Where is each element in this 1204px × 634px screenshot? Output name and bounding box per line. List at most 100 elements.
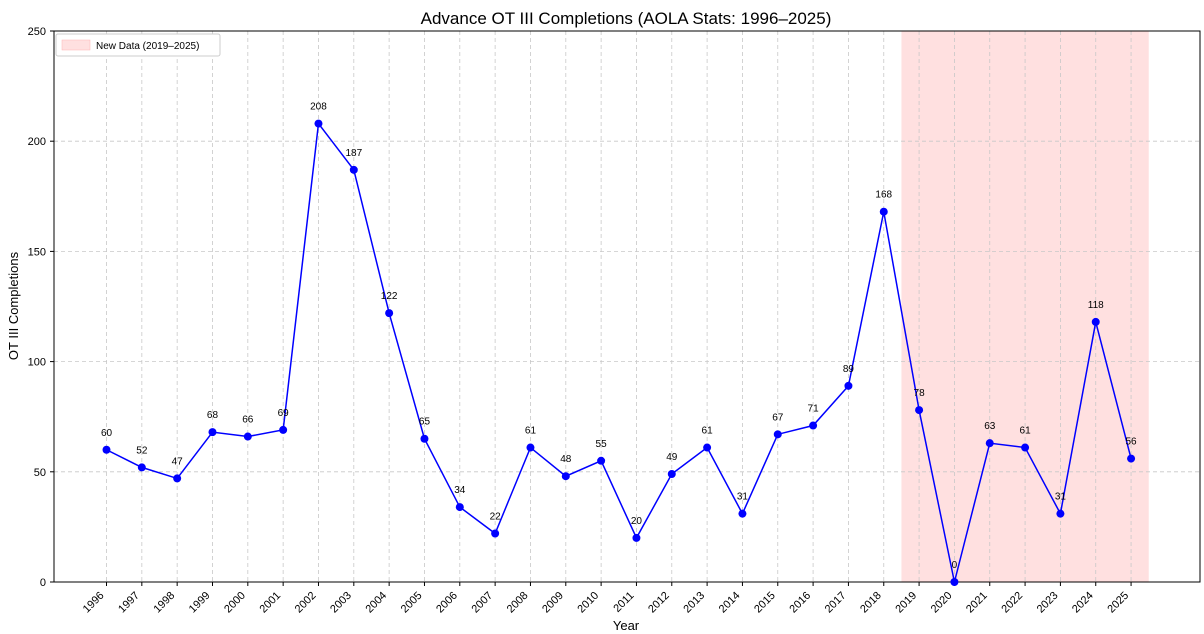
data-label: 118 [1088,300,1104,311]
legend-swatch [61,39,91,51]
data-point [102,445,111,454]
data-label: 63 [984,421,996,432]
data-label: 31 [737,492,749,503]
data-label: 65 [419,417,431,428]
data-point [950,578,959,586]
data-point [879,207,888,216]
x-tick-label: 2002 [293,590,319,616]
x-tick-label: 2022 [999,590,1025,616]
data-label: 68 [207,410,219,421]
x-tick-label: 2005 [399,590,425,616]
x-tick-label: 2014 [717,590,743,616]
x-tick-label: 2013 [681,590,707,616]
data-label: 47 [172,456,184,467]
x-tick-label: 1996 [81,590,107,616]
data-point [349,165,358,174]
data-label: 71 [808,404,820,415]
data-point [597,456,606,465]
x-tick-label: 2019 [893,590,919,616]
data-label: 67 [772,412,784,423]
x-axis-title: Year [613,618,640,633]
x-tick-label: 2021 [964,590,990,616]
x-tick-label: 2000 [222,590,248,616]
data-point [208,428,217,437]
data-point [667,470,676,479]
series-line [106,121,1132,583]
data-point [243,432,252,441]
x-tick-label: 2024 [1070,590,1096,616]
legend: New Data (2019–2025) [55,33,221,57]
data-label: 56 [1126,437,1138,448]
x-tick-label: 2009 [540,590,566,616]
x-tick-label: 2015 [752,590,778,616]
data-label: 52 [136,445,148,456]
data-point [1127,454,1136,463]
y-tick-label: 50 [34,467,46,479]
data-label: 48 [560,454,572,465]
x-tick-label: 2001 [257,590,283,616]
legend-box [55,33,221,57]
x-tick-label: 2007 [469,590,495,616]
y-tick-label: 150 [28,246,46,258]
data-label: 60 [101,428,113,439]
y-axis-title: OT III Completions [6,251,21,360]
data-label: 122 [381,291,398,302]
data-label: 22 [490,512,502,523]
data-label: 20 [631,516,643,527]
data-label: 0 [952,560,958,571]
data-label: 61 [1020,426,1032,437]
data-label: 66 [242,415,254,426]
data-point [915,406,924,415]
data-point [314,119,323,128]
data-point [455,503,464,512]
data-label: 168 [875,190,892,201]
legend-label: New Data (2019–2025) [96,41,199,52]
x-tick-label: 1998 [151,590,177,616]
data-point [526,443,535,452]
data-point [561,472,570,481]
data-point [738,509,747,518]
data-label: 55 [596,439,608,450]
data-point [844,381,853,390]
x-tick-label: 2010 [575,590,601,616]
data-point [279,425,288,434]
data-point [173,474,182,483]
x-tick-label: 2011 [611,590,636,615]
x-tick-label: 2004 [363,590,389,616]
data-label: 208 [310,102,327,113]
data-label: 89 [843,364,855,375]
data-label: 49 [666,452,678,463]
y-tick-label: 250 [28,26,46,38]
data-point [632,533,641,542]
x-tick-label: 2023 [1035,590,1061,616]
data-point [420,434,429,443]
data-point [1056,509,1065,518]
data-point [1021,443,1030,452]
data-point [137,463,146,472]
chart-title: Advance OT III Completions (AOLA Stats: … [421,9,832,28]
data-label: 69 [278,408,290,419]
y-tick-label: 200 [28,136,46,148]
data-point [385,309,394,318]
x-tick-label: 1997 [116,590,142,616]
data-label: 34 [454,485,466,496]
x-tick-label: 2016 [787,590,813,616]
plot-frame [53,30,1201,583]
x-tick-label: 2008 [505,590,531,616]
data-point [703,443,712,452]
y-tick-label: 0 [40,577,46,589]
data-label: 31 [1055,492,1067,503]
x-tick-label: 2003 [328,590,354,616]
x-tick-label: 2012 [646,590,672,616]
data-point [985,439,994,448]
data-label: 78 [914,388,926,399]
data-point [809,421,818,430]
data-point [491,529,500,538]
x-tick-label: 2018 [858,590,884,616]
y-tick-label: 100 [28,357,46,369]
x-tick-label: 2006 [434,590,460,616]
x-tick-label: 2020 [929,590,955,616]
x-tick-label: 2017 [823,590,849,616]
